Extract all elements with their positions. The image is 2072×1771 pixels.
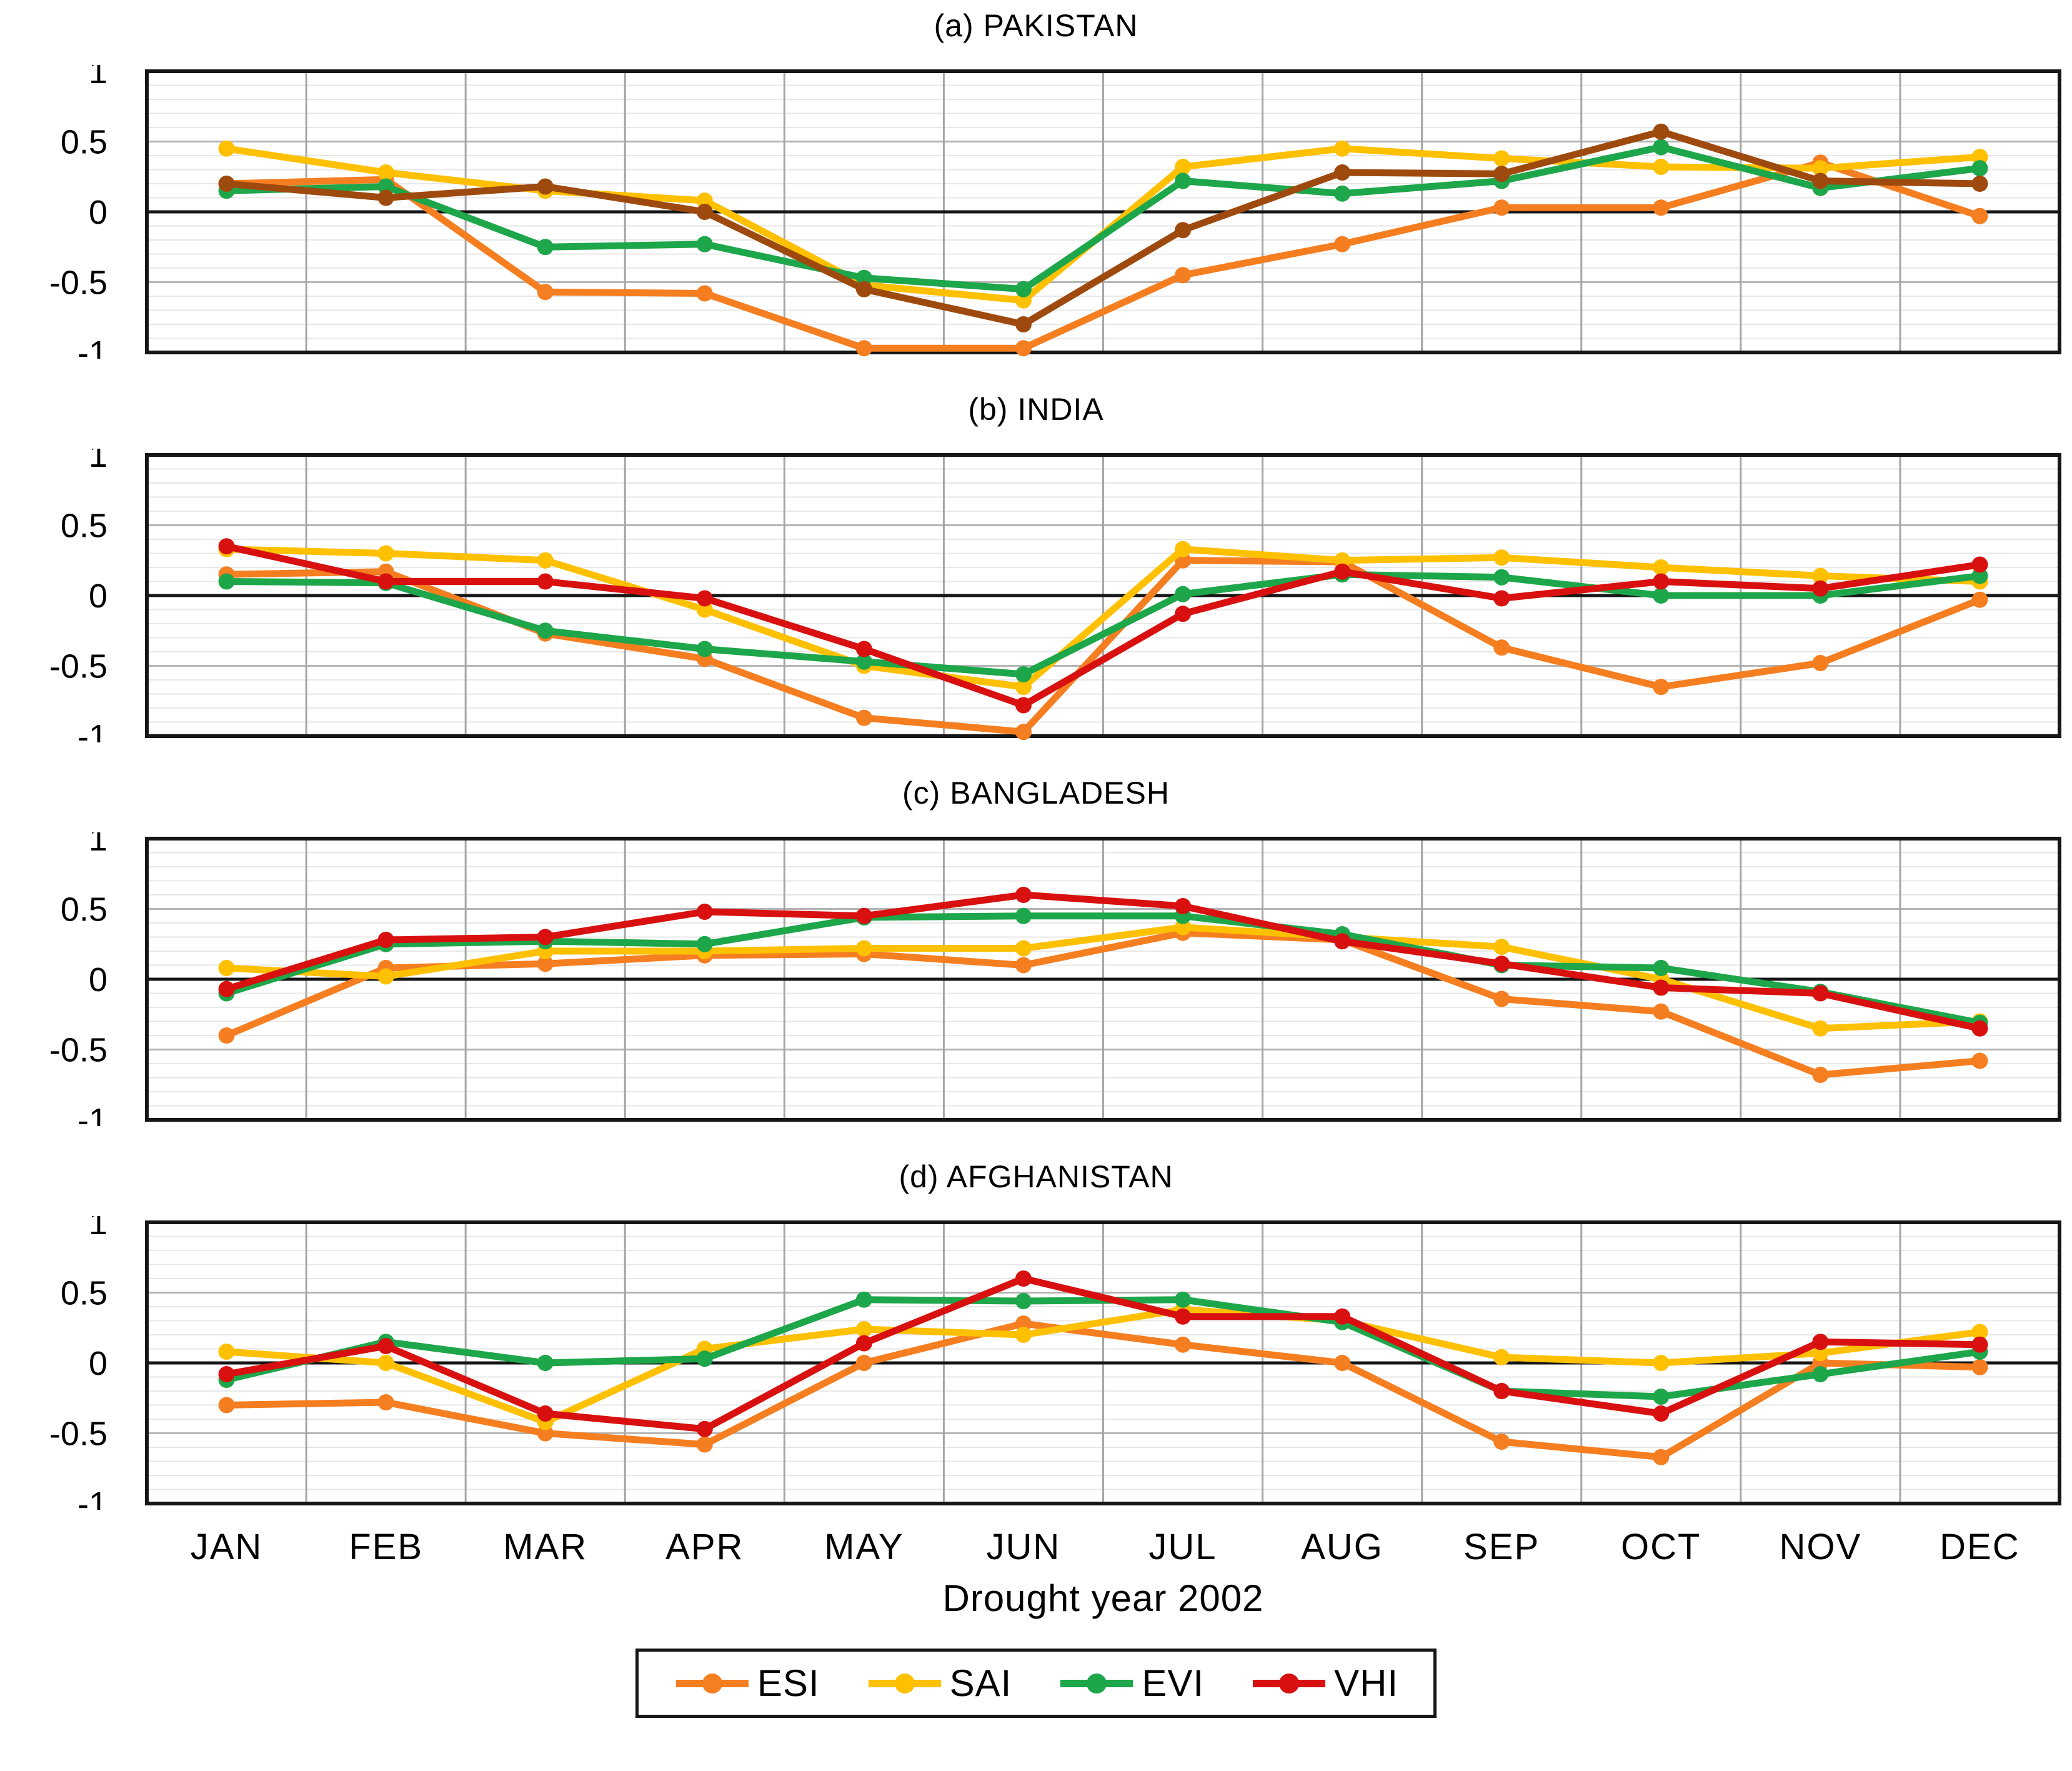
month-label: MAY — [824, 1527, 904, 1567]
y-tick-label: -0.5 — [49, 264, 107, 302]
legend-item-evi: EVI — [1058, 1662, 1204, 1705]
panel-d-title: (d) AFGHANISTAN — [899, 1159, 1173, 1194]
month-label: JUN — [986, 1527, 1061, 1567]
y-tick-label: 0 — [89, 1345, 107, 1382]
y-tick-label: 0.5 — [61, 891, 107, 929]
month-label: APR — [665, 1527, 744, 1567]
y-tick-label: -0.5 — [49, 1415, 107, 1453]
vhi-series — [218, 1270, 1988, 1437]
y-tick-label: -1 — [77, 1102, 107, 1126]
sai-line-marker-icon — [868, 1673, 941, 1694]
panel-c-bangladesh-chart: 1 0.5 0 -0.5 -1 — [49, 832, 2061, 1126]
legend: ESI SAI EVI VH — [635, 1649, 1437, 1718]
month-label: FEB — [349, 1527, 424, 1567]
legend-item-label: VHI — [1334, 1662, 1399, 1704]
y-tick-label: 0.5 — [61, 1275, 107, 1312]
esi-line-marker-icon — [675, 1673, 749, 1694]
panel-b-india-chart: 1 0.5 0 -0.5 -1 — [49, 449, 2061, 742]
x-axis-title: Drought year 2002 — [942, 1577, 1264, 1619]
y-tick-label: 1 — [89, 1216, 107, 1242]
y-tick-label: 0.5 — [61, 124, 107, 161]
legend-item-sai: SAI — [866, 1662, 1012, 1705]
legend-item-label: ESI — [757, 1662, 820, 1704]
y-tick-label: -0.5 — [49, 1032, 107, 1069]
panel-c-title: (c) BANGLADESH — [902, 776, 1170, 811]
month-label: JAN — [190, 1527, 263, 1567]
vhi-series — [218, 123, 1988, 332]
legend-item-label: EVI — [1142, 1662, 1205, 1704]
y-tick-label: 1 — [89, 65, 107, 91]
panel-a-title: (a) PAKISTAN — [934, 8, 1138, 43]
legend-item-vhi: VHI — [1250, 1662, 1398, 1705]
y-tick-label: 0.5 — [61, 507, 107, 545]
vhi-series — [218, 887, 1988, 1037]
y-tick-label: 0 — [89, 577, 107, 615]
drought-indices-figure: (a) PAKISTAN 1 0.5 0 -0.5 -1 (b) INDIA 1 0.5 0… — [0, 8, 2072, 1718]
month-label: OCT — [1621, 1527, 1701, 1567]
month-label: JUL — [1148, 1527, 1217, 1567]
panel-d-afghanistan-chart: 1 0.5 0 -0.5 -1 — [49, 1216, 2061, 1510]
y-tick-label: 0 — [89, 961, 107, 999]
y-tick-label: 1 — [89, 832, 107, 858]
month-label: DEC — [1940, 1527, 2020, 1567]
y-tick-label: -1 — [77, 1485, 107, 1510]
month-label: AUG — [1301, 1527, 1383, 1567]
evi-line-marker-icon — [1060, 1673, 1133, 1694]
month-label: MAR — [503, 1527, 588, 1567]
panel-a-pakistan-chart: 1 0.5 0 -0.5 -1 — [49, 65, 2061, 359]
esi-series — [218, 1315, 1988, 1465]
y-tick-label: 0 — [89, 194, 107, 231]
y-tick-label: -0.5 — [49, 648, 107, 686]
month-label: SEP — [1463, 1527, 1540, 1567]
legend-wrap: ESI SAI EVI VH — [0, 1649, 2072, 1718]
x-axis-month-labels: JAN FEB MAR APR MAY JUN JUL AUG SEP OCT … — [147, 1526, 2060, 1568]
y-tick-label: -1 — [77, 718, 107, 742]
vhi-line-marker-icon — [1253, 1673, 1326, 1694]
legend-item-esi: ESI — [674, 1662, 820, 1705]
legend-item-label: SAI — [949, 1662, 1012, 1704]
vhi-series — [218, 538, 1988, 714]
y-tick-label: 1 — [89, 449, 107, 474]
y-tick-label: -1 — [77, 334, 107, 359]
panel-b-title: (b) INDIA — [968, 392, 1104, 427]
evi-series — [218, 566, 1988, 682]
month-label: NOV — [1779, 1527, 1862, 1567]
